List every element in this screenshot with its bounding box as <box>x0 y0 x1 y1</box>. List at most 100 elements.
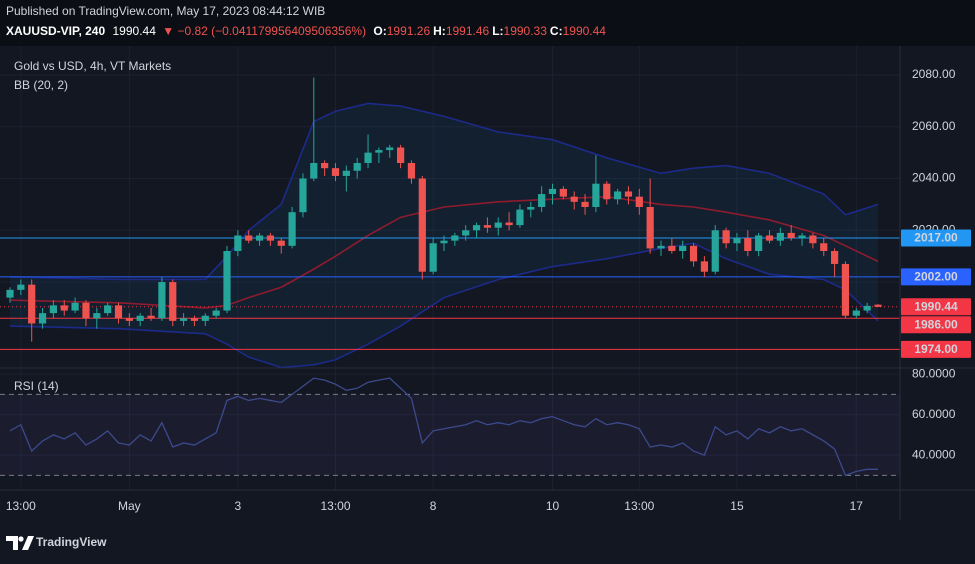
candle-body <box>277 240 285 246</box>
candle-body <box>212 310 220 316</box>
candle-body <box>82 302 90 319</box>
candle-body <box>483 225 491 228</box>
candle-body <box>136 315 144 321</box>
candle-body <box>852 310 860 316</box>
x-tick-label: 17 <box>850 499 864 513</box>
candle-body <box>776 232 784 241</box>
candle-body <box>223 251 231 311</box>
candle-body <box>646 207 654 249</box>
candle-body <box>809 235 817 244</box>
candle-body <box>787 232 795 239</box>
candle-body <box>125 318 133 321</box>
candle-body <box>548 188 557 195</box>
ohlc-header-label: L: <box>492 24 503 38</box>
brand-icon-dot <box>18 536 24 542</box>
candle-body <box>527 207 535 210</box>
candle-body <box>17 284 25 290</box>
y-tick-label: 2040.00 <box>912 171 956 185</box>
candle-body <box>668 245 676 252</box>
candle-body <box>798 235 806 239</box>
candle-body <box>169 282 177 321</box>
candle-body <box>342 170 350 176</box>
candle-body <box>114 305 123 319</box>
candle-body <box>201 315 209 321</box>
candle-body <box>494 222 502 228</box>
last-price-label: 1990.44 <box>914 299 958 313</box>
x-tick-label: 10 <box>546 499 560 513</box>
candle-body <box>255 235 264 241</box>
x-tick-label: 13:00 <box>6 499 36 513</box>
candle-body <box>407 162 416 179</box>
candle-body <box>462 230 470 236</box>
candle-body <box>592 183 600 207</box>
candle-body <box>440 240 448 244</box>
candle-body <box>28 284 36 324</box>
candle-body <box>38 313 47 324</box>
bb-middle <box>9 195 879 309</box>
candle-body <box>570 196 578 202</box>
candle-body <box>364 152 372 163</box>
candle-body <box>93 313 101 319</box>
candle-body <box>375 150 383 153</box>
candle-body <box>299 178 307 213</box>
candle-body <box>451 235 459 241</box>
rsi-band <box>0 394 900 476</box>
candle-body <box>180 318 188 321</box>
ohlc-header-value: 1990.33 <box>504 24 548 38</box>
candle-body <box>158 282 166 319</box>
candle-body <box>755 235 763 252</box>
panes: 13:00May313:0081013:0015172000.002020.00… <box>0 46 971 513</box>
candle-body <box>831 251 839 264</box>
candle-body <box>700 261 708 272</box>
ohlc-header-value: 1991.46 <box>446 24 490 38</box>
indicator-label: BB (20, 2) <box>14 78 68 92</box>
candle-body <box>49 305 57 314</box>
rsi-line <box>9 377 878 477</box>
candle-body <box>820 243 828 252</box>
candle-body <box>559 188 567 197</box>
candle-body <box>104 305 112 314</box>
last-price: 1990.44 <box>113 24 157 38</box>
candle-body <box>147 315 155 319</box>
candle-body <box>310 162 318 179</box>
candle-body <box>657 245 665 249</box>
candle-body <box>472 225 481 231</box>
candle-body <box>418 178 426 272</box>
candle-body <box>874 304 882 307</box>
candle-body <box>71 302 79 311</box>
hline-label-box <box>901 229 971 247</box>
candle-body <box>689 245 698 262</box>
header-band <box>0 0 975 46</box>
candle-body <box>679 245 687 252</box>
candle-body <box>722 230 730 244</box>
x-tick-label: May <box>118 499 141 513</box>
rsi-tick-label: 60.0000 <box>912 407 956 421</box>
bb-lower <box>9 242 879 369</box>
rsi-label: RSI (14) <box>14 379 59 393</box>
rsi-tick-label: 40.0000 <box>912 447 956 461</box>
ohlc-header-label: O: <box>373 24 386 38</box>
symbol-line: XAUUSD-VIP, 240 1990.44 ▼ −0.82 (−0.0411… <box>6 24 606 38</box>
candle-body <box>863 305 871 311</box>
y-tick-label: 2060.00 <box>912 119 956 133</box>
candle-body <box>234 235 242 252</box>
x-tick-label: 13:00 <box>624 499 654 513</box>
candle-body <box>331 168 340 176</box>
brand-name: TradingView <box>36 535 107 549</box>
rsi-tick-label: 80.0000 <box>912 366 956 380</box>
x-tick-label: 15 <box>730 499 744 513</box>
candle-body <box>397 147 405 163</box>
symbol: XAUUSD-VIP, 240 <box>6 24 105 38</box>
chart-title: Gold vs USD, 4h, VT Markets <box>14 59 171 73</box>
candle-body <box>841 263 850 316</box>
ohlc-header-label: C: <box>550 24 563 38</box>
hline-label: 1986.00 <box>914 317 958 331</box>
x-tick-label: 3 <box>235 499 242 513</box>
candle-body <box>6 289 14 298</box>
ohlc-header-value: 1991.26 <box>387 24 431 38</box>
y-tick-label: 2080.00 <box>912 67 956 81</box>
candle-body <box>321 162 329 169</box>
brand-icon <box>6 536 34 550</box>
candle-body <box>614 191 622 200</box>
candle-body <box>581 201 589 207</box>
